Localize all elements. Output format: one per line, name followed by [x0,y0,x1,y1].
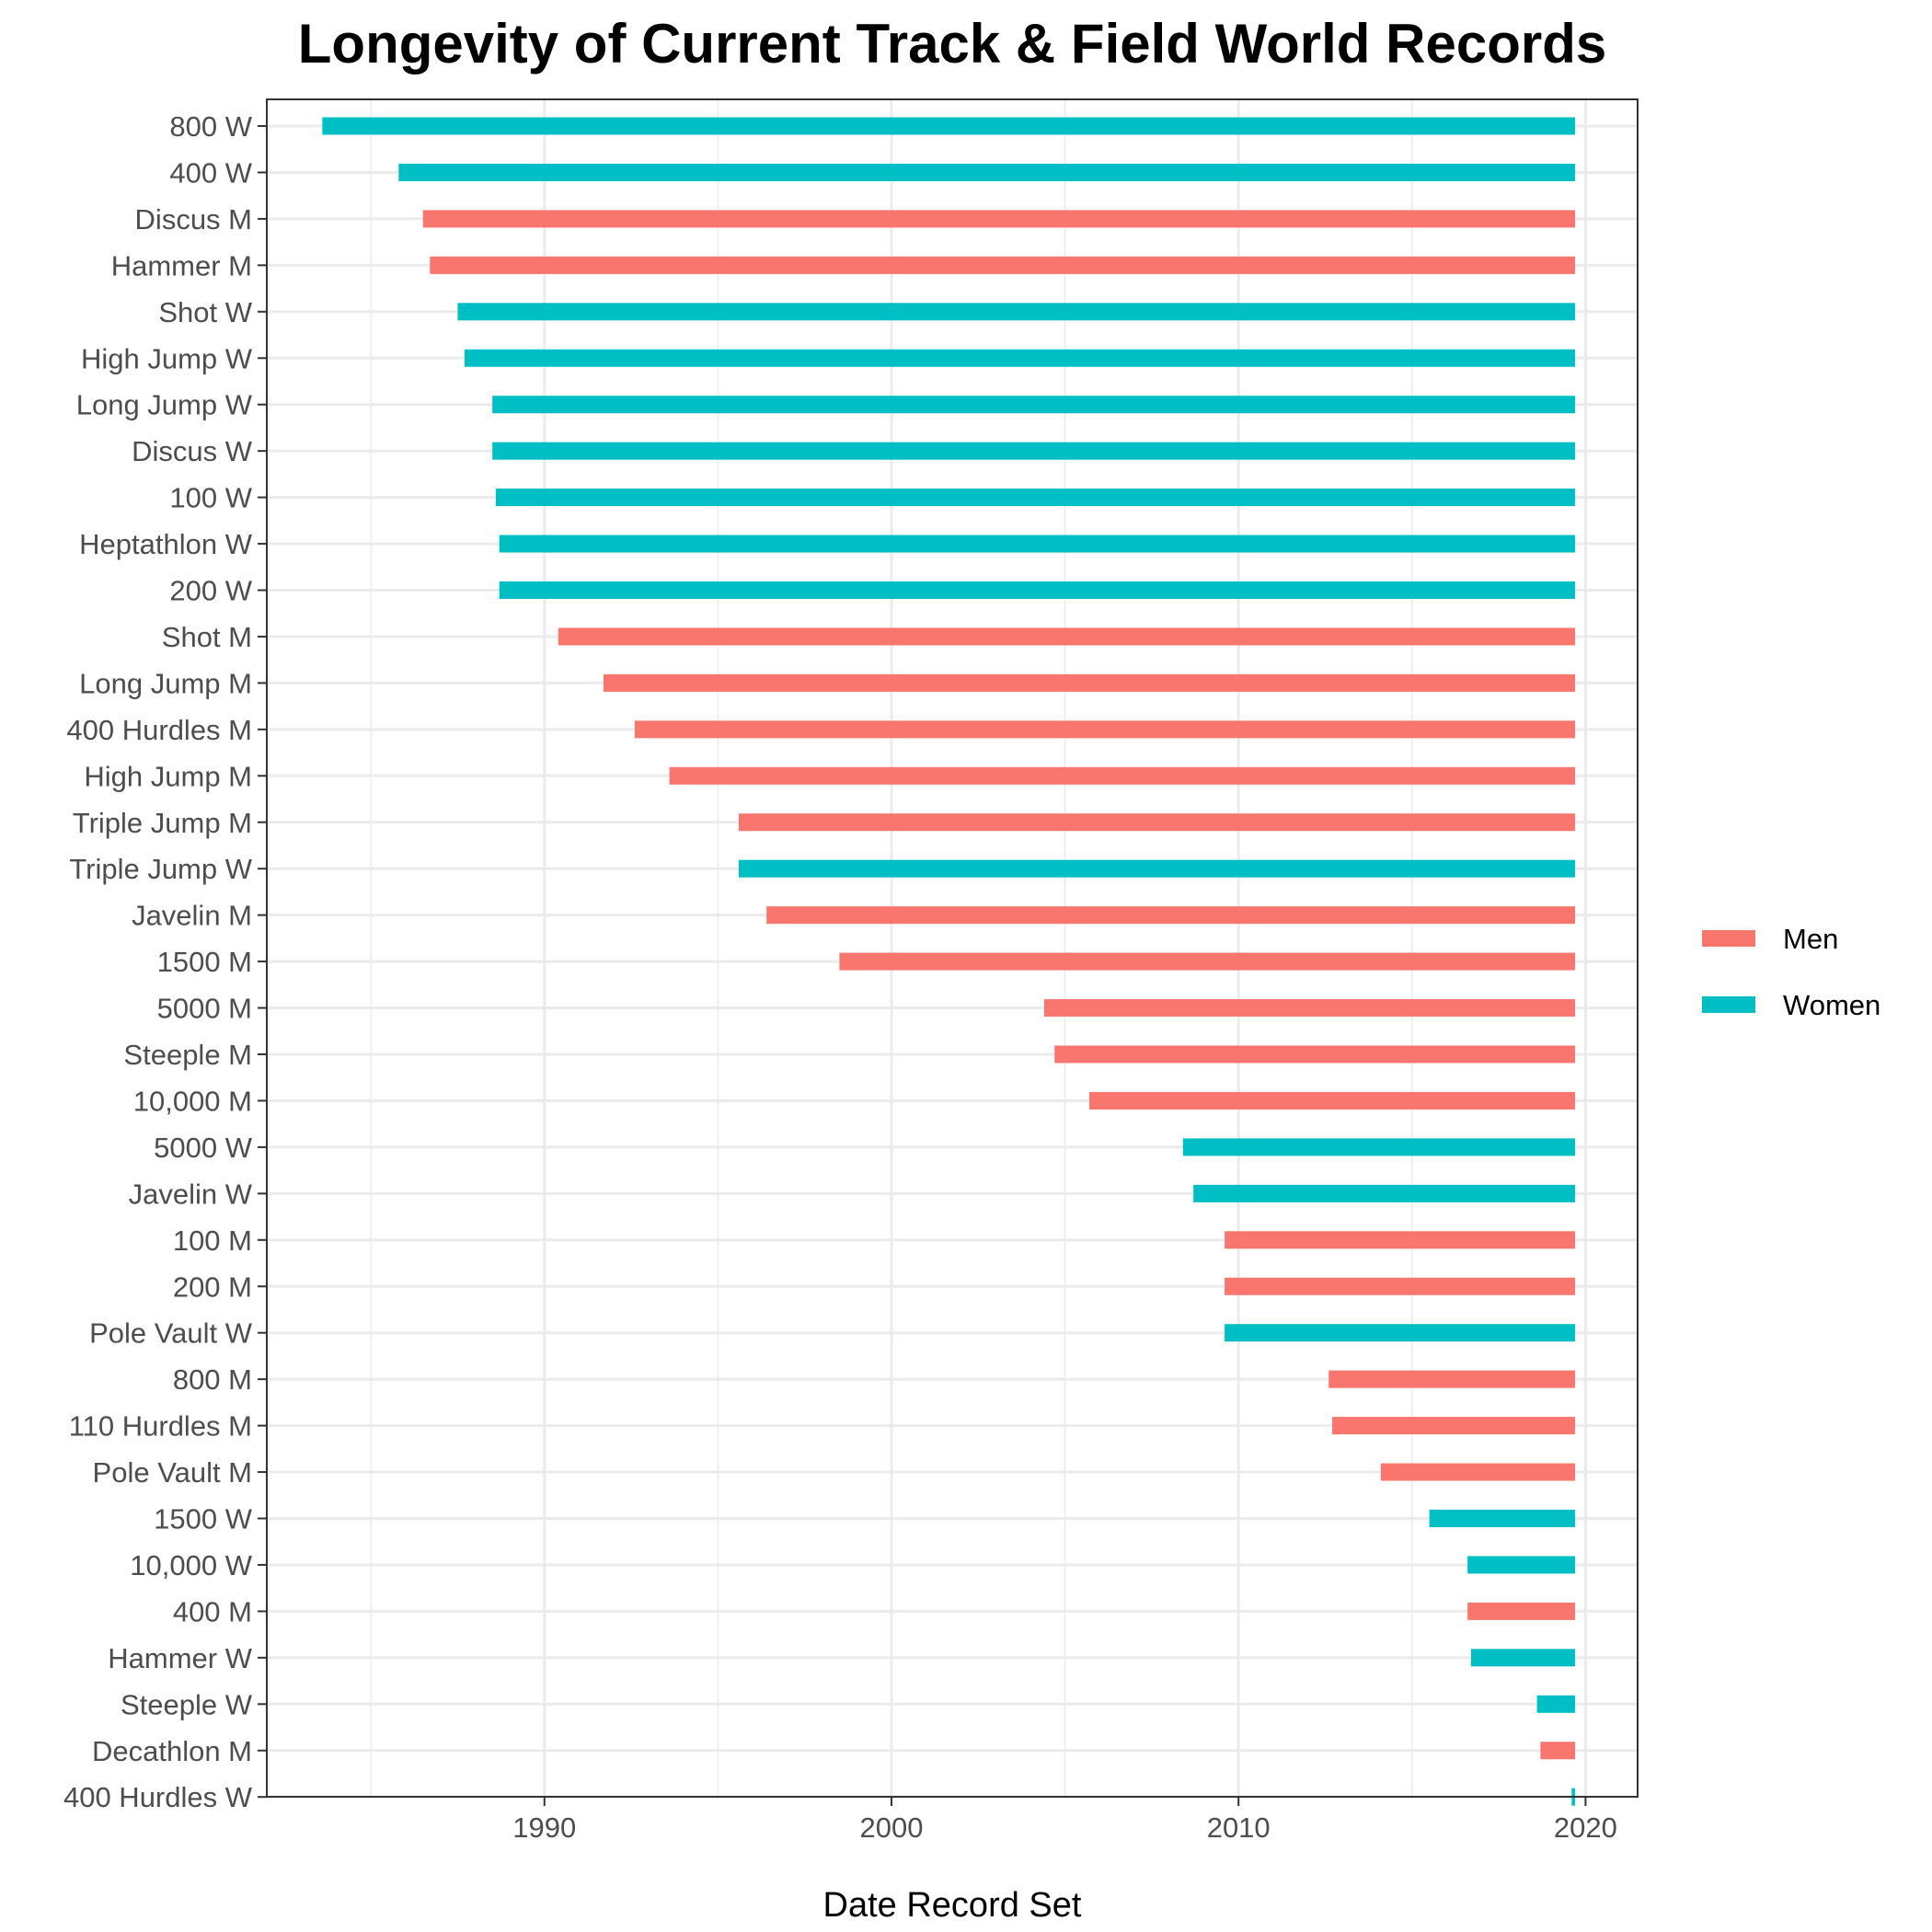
record-bar [1467,1556,1576,1574]
record-bar [495,489,1576,507]
y-axis: 800 W 400 W Discus M Hammer M Shot W High Jum… [63,110,267,1813]
y-tick-label: Triple Jump M [73,807,252,839]
y-tick-label: 800 M [173,1363,252,1396]
legend-swatch-women [1702,996,1755,1013]
legend-label-women: Women [1783,989,1880,1021]
y-tick-label: 100 M [173,1225,252,1257]
record-bar [1182,1138,1576,1156]
y-tick-label: Pole Vault M [93,1456,252,1489]
y-tick-label: 5000 M [157,993,252,1025]
record-bar [669,766,1576,785]
chart-title: Longevity of Current Track & Field World… [298,13,1606,75]
y-tick-label: Triple Jump W [69,853,252,885]
y-tick-label: 110 Hurdles M [69,1410,252,1443]
y-tick-label: Pole Vault W [89,1317,253,1350]
record-bar [430,256,1576,274]
record-bar [558,627,1576,646]
y-tick-label: 200 M [173,1271,252,1303]
record-bar [1380,1463,1576,1481]
x-axis: 1990 2000 2010 2020 [512,1797,1617,1844]
y-tick-label: 400 Hurdles W [63,1781,253,1813]
y-tick-label: Decathlon M [92,1735,252,1767]
record-bar [1193,1184,1576,1202]
plot-panel [267,99,1638,1797]
record-bar [1089,1091,1576,1110]
y-tick-label: 1500 W [154,1503,253,1535]
y-tick-label: Discus M [135,203,252,236]
y-tick-label: Shot M [162,621,252,653]
y-tick-label: Hammer M [111,249,252,282]
record-bar [739,813,1576,832]
record-bar [492,442,1576,460]
record-bar [603,673,1576,692]
record-bar [1467,1602,1576,1620]
y-tick-label: Heptathlon W [79,528,253,560]
record-bar [1429,1510,1576,1527]
record-bar [1470,1649,1576,1667]
record-bar [492,396,1576,414]
record-bar [322,117,1576,135]
x-tick-label: 2010 [1207,1811,1271,1844]
y-tick-label: High Jump W [81,342,253,374]
x-tick-label: 1990 [512,1811,576,1844]
y-tick-label: 10,000 M [133,1085,252,1117]
record-bar [465,349,1576,367]
record-bar [766,906,1576,925]
record-bar [1225,1277,1576,1295]
y-tick-label: 400 M [173,1595,252,1627]
record-bar [1332,1417,1576,1435]
plot-border [266,98,1639,1798]
y-tick-label: 100 W [169,482,252,514]
y-tick-label: 400 Hurdles M [66,714,252,746]
y-tick-label: 800 W [169,110,252,143]
y-tick-label: Steeple M [123,1039,252,1071]
record-bar [1225,1324,1576,1342]
y-tick-label: Javelin M [132,900,252,932]
record-bar [1536,1695,1576,1713]
record-bar [1043,999,1576,1018]
x-tick-label: 2000 [860,1811,924,1844]
y-tick-label: 400 W [169,156,252,189]
record-bar [839,952,1576,971]
y-tick-label: Discus W [132,435,253,467]
y-tick-label: 5000 W [154,1132,253,1164]
record-bar [457,303,1576,321]
x-tick-label: 2020 [1554,1811,1617,1844]
y-tick-label: 10,000 W [130,1549,252,1581]
y-tick-label: Javelin W [129,1178,253,1210]
record-bar [634,720,1576,739]
y-tick-label: 1500 M [157,946,252,978]
legend-label-men: Men [1783,923,1838,955]
record-bar [422,210,1576,228]
record-bar [739,859,1576,878]
record-bar [1054,1045,1576,1064]
bars-layer [322,117,1576,1806]
record-bar [499,581,1576,599]
record-bar [398,163,1576,181]
y-tick-label: High Jump M [84,760,252,792]
legend-swatch-men [1702,930,1755,947]
record-bar [1540,1742,1576,1760]
y-tick-label: Long Jump M [79,667,252,699]
y-tick-label: Long Jump W [76,389,253,421]
record-bar [1328,1370,1576,1388]
y-tick-label: Shot W [158,296,252,328]
x-axis-title: Date Record Set [823,1886,1082,1925]
y-tick-label: 200 W [169,575,252,607]
y-tick-label: Steeple W [121,1688,253,1720]
record-bar [1225,1231,1576,1249]
y-tick-label: Hammer W [108,1642,252,1674]
legend: Men Women [1702,923,1880,1021]
record-bar [499,535,1576,553]
